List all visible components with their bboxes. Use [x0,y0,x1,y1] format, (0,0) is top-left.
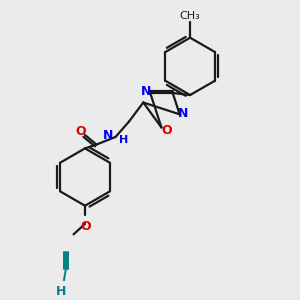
Text: N: N [178,107,189,120]
Text: CH₃: CH₃ [180,11,200,20]
Text: H: H [56,285,66,298]
Text: H: H [119,135,129,145]
Text: N: N [141,85,152,98]
Text: N: N [103,130,114,142]
Text: O: O [161,124,172,137]
Text: O: O [81,220,91,233]
Text: O: O [76,125,86,138]
